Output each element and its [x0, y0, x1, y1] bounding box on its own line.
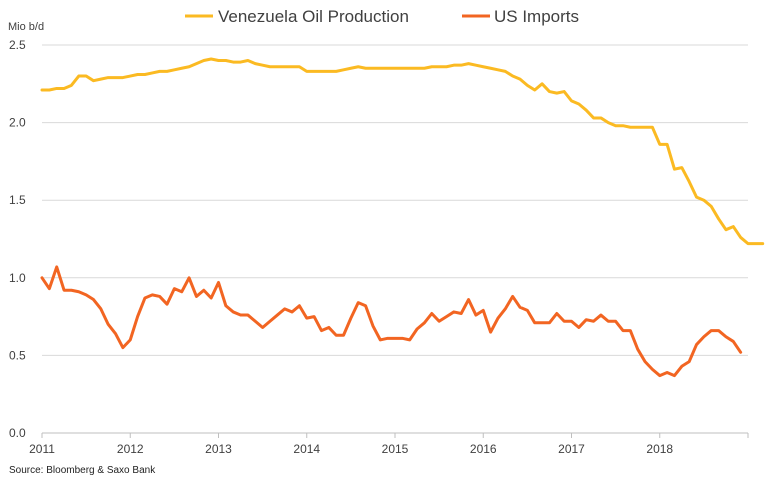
y-tick-label: 1.5 [9, 193, 26, 207]
x-tick-label: 2016 [470, 442, 497, 456]
series-line-venezuela-oil-production [40, 57, 765, 246]
y-axis-unit-label: Mio b/d [8, 21, 44, 33]
x-tick-label: 2018 [646, 442, 673, 456]
legend: Venezuela Oil Production US Imports [185, 7, 579, 26]
y-tick-label: 1.0 [9, 271, 26, 285]
y-tick-label: 2.0 [9, 116, 26, 130]
gridlines [42, 44, 748, 356]
x-tick-label: 2013 [205, 442, 232, 456]
x-axis: 2011 2012 2013 2014 2015 2016 2017 2018 [29, 432, 749, 456]
x-tick-label: 2017 [558, 442, 585, 456]
x-tick-label: 2011 [29, 442, 55, 456]
x-tick-label: 2014 [293, 442, 320, 456]
legend-label: US Imports [494, 7, 579, 26]
y-tick-label: 0.5 [9, 348, 26, 362]
x-tick-label: 2015 [382, 442, 409, 456]
y-tick-label: 2.5 [9, 38, 26, 52]
x-tick-label: 2012 [117, 442, 144, 456]
series-group [40, 57, 765, 378]
y-tick-label: 0.0 [9, 426, 26, 440]
series-line-us-imports [40, 265, 743, 378]
y-axis-ticks: 0.0 0.5 1.0 1.5 2.0 2.5 [9, 38, 26, 440]
source-note: Source: Bloomberg & Saxo Bank [9, 465, 156, 476]
legend-label: Venezuela Oil Production [218, 7, 409, 26]
